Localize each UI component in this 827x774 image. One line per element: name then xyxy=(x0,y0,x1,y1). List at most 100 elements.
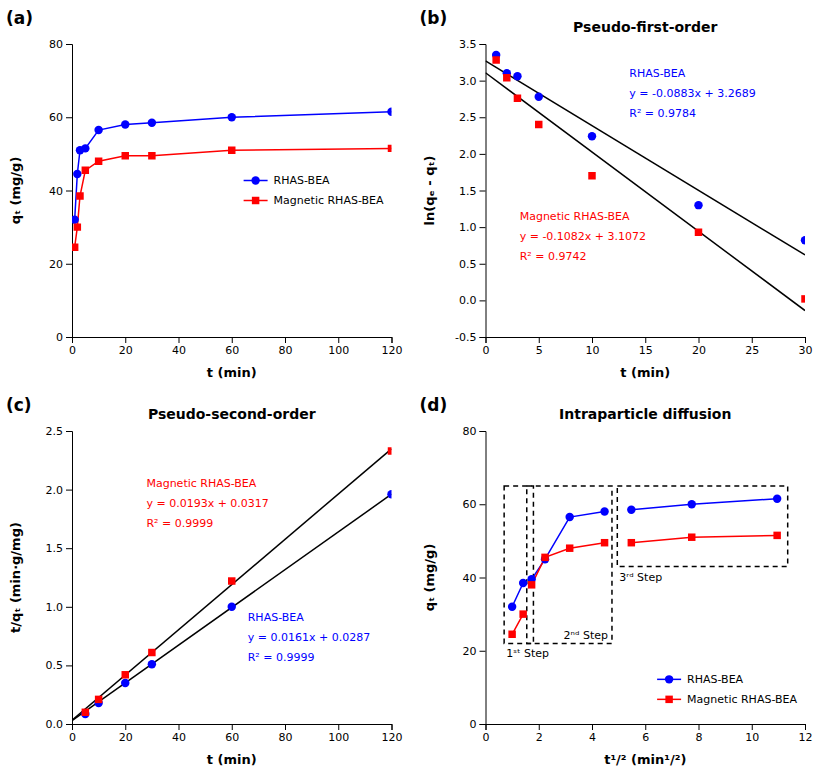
tick: 60 xyxy=(225,337,239,357)
tick: 1.0 xyxy=(46,601,73,614)
annotation-text: y = -0.0883x + 3.2689 xyxy=(629,87,755,100)
tick-label: 2.5 xyxy=(46,425,64,438)
tick-label: 80 xyxy=(279,731,293,744)
annotation-text: Magnetic RHAS-BEA xyxy=(520,210,630,223)
tick: 100 xyxy=(328,337,349,357)
tick-label: 8 xyxy=(696,731,703,744)
tick-label: 1.0 xyxy=(459,221,477,234)
series-line xyxy=(486,73,806,311)
tick-label: 2.0 xyxy=(46,484,64,497)
tick: 0.0 xyxy=(459,294,486,307)
tick-label: 60 xyxy=(225,731,239,744)
data-point xyxy=(72,216,79,224)
tick: 1.5 xyxy=(46,542,73,555)
legend-label: RHAS-BEA xyxy=(687,673,743,686)
tick: 2.5 xyxy=(459,111,486,124)
series-line xyxy=(75,148,392,247)
tick-label: 120 xyxy=(382,731,403,744)
y-axis-title: qₜ (mg/g) xyxy=(8,157,23,225)
tick: 12 xyxy=(799,724,813,744)
data-point xyxy=(81,144,89,152)
tick-mark xyxy=(232,337,233,343)
tick-mark xyxy=(125,337,126,343)
tick-mark xyxy=(480,578,486,579)
tick-mark xyxy=(480,264,486,265)
tick: 2.0 xyxy=(46,484,73,497)
panel: 051015202530-0.50.00.51.01.52.02.53.03.5… xyxy=(420,8,813,380)
tick: 40 xyxy=(463,572,486,585)
data-layer xyxy=(72,447,392,720)
tick-mark xyxy=(592,724,593,730)
tick: 100 xyxy=(328,724,349,744)
plot-area: 020406080100120020406080t (min)qₜ (mg/g)… xyxy=(8,38,403,380)
tick: 1.0 xyxy=(459,221,486,234)
legend: RHAS-BEAMagnetic RHAS-BEA xyxy=(657,673,797,706)
tick-label: 20 xyxy=(692,344,706,357)
region-label: 2ⁿᵈ Step xyxy=(564,629,608,642)
tick: 0 xyxy=(56,331,72,344)
tick-mark xyxy=(66,117,72,118)
tick-label: 0 xyxy=(69,344,76,357)
data-point xyxy=(627,506,635,514)
y-axis-title: qₜ (mg/g) xyxy=(422,544,437,612)
data-point xyxy=(688,533,695,540)
tick-mark xyxy=(392,724,393,730)
plot-area: 024681012020406080t¹/² (min¹/²)qₜ (mg/g)… xyxy=(422,406,813,767)
tick: 25 xyxy=(745,337,759,357)
series-line xyxy=(512,499,777,607)
tick-label: 10 xyxy=(745,731,759,744)
tick: 1.5 xyxy=(459,185,486,198)
data-point xyxy=(514,94,521,101)
axis-line xyxy=(66,45,73,338)
region-box xyxy=(617,486,787,567)
tick: 0 xyxy=(69,724,76,744)
tick: 5 xyxy=(536,337,543,357)
tick-mark xyxy=(66,264,72,265)
data-point xyxy=(95,696,102,703)
tick: 40 xyxy=(172,337,186,357)
tick-mark xyxy=(338,724,339,730)
data-point xyxy=(565,513,573,521)
data-point xyxy=(72,244,78,251)
axis-line xyxy=(73,338,393,344)
tick: 6 xyxy=(642,724,649,744)
data-point xyxy=(694,201,702,209)
x-axis: 051015202530 xyxy=(483,337,813,357)
tick-label: 80 xyxy=(279,344,293,357)
data-point xyxy=(121,679,129,687)
data-point xyxy=(801,295,805,302)
figure: 020406080100120020406080t (min)qₜ (mg/g)… xyxy=(0,0,827,774)
tick-mark xyxy=(480,44,486,45)
data-point xyxy=(535,121,542,128)
data-point xyxy=(541,554,548,561)
data-point xyxy=(73,170,81,178)
title: Pseudo-first-order xyxy=(573,19,717,35)
tick: 40 xyxy=(172,724,186,744)
tick-label: 0 xyxy=(69,731,76,744)
tick-mark xyxy=(338,337,339,343)
data-point xyxy=(588,132,596,140)
y-axis-title: t/qₜ (min·g/mg) xyxy=(8,522,23,633)
tick: 40 xyxy=(49,185,72,198)
tick-label: 0.0 xyxy=(46,718,64,731)
data-point xyxy=(508,631,515,638)
tick: 120 xyxy=(382,724,403,744)
y-axis: 020406080 xyxy=(463,425,487,731)
tick-label: 40 xyxy=(172,344,186,357)
data-point xyxy=(503,74,510,81)
tick-mark xyxy=(480,431,486,432)
tick: 80 xyxy=(279,724,293,744)
series-line xyxy=(72,449,392,720)
tick-mark xyxy=(699,337,700,343)
tick-mark xyxy=(645,724,646,730)
tick-mark xyxy=(480,651,486,652)
tick-label: -0.5 xyxy=(455,331,476,344)
tick-mark xyxy=(592,337,593,343)
data-point xyxy=(148,649,155,656)
tick-label: 0 xyxy=(470,718,477,731)
tick-mark xyxy=(480,337,486,338)
tick-label: 40 xyxy=(463,572,477,585)
tick-label: 3.5 xyxy=(459,38,477,51)
tick: 0 xyxy=(483,337,490,357)
annotation-text: y = 0.0193x + 0.0317 xyxy=(146,497,268,510)
